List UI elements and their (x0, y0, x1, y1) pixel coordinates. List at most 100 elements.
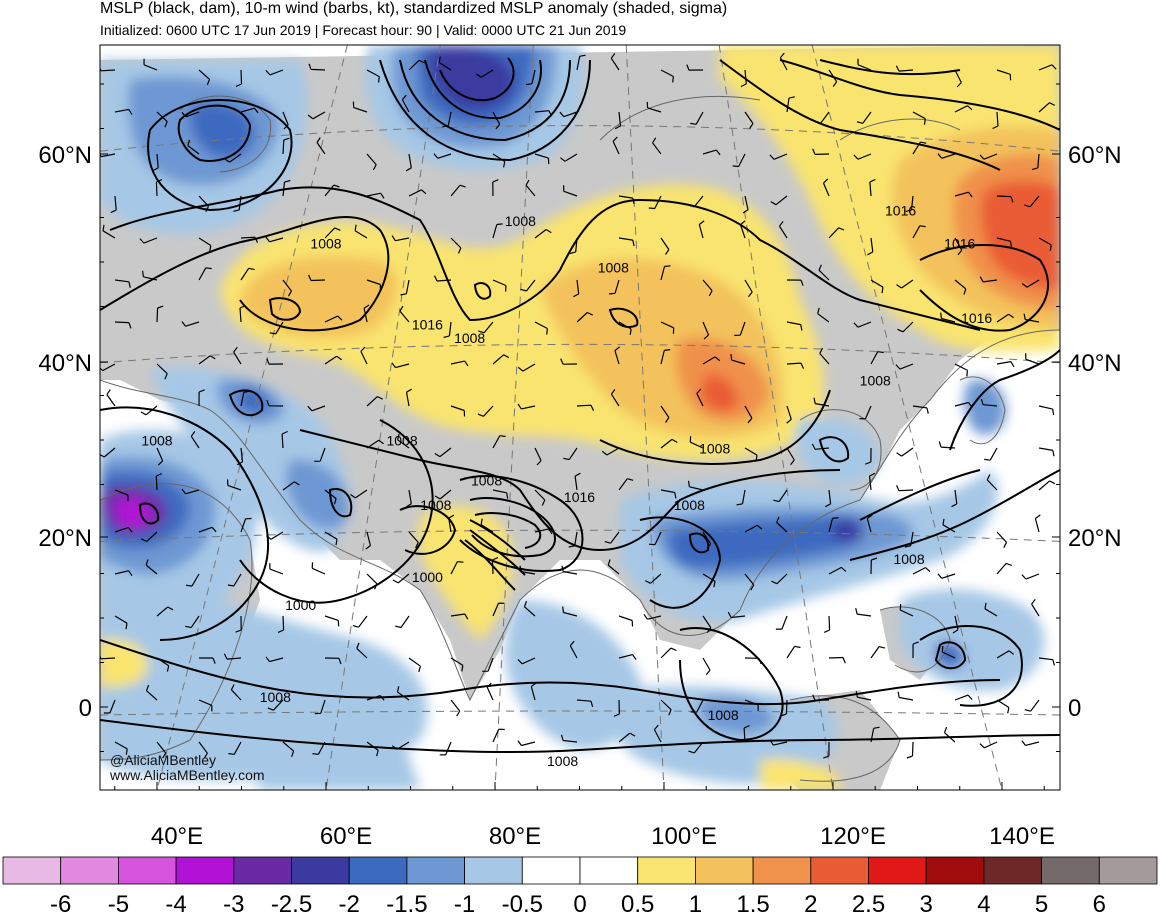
wind-barb (823, 615, 831, 633)
wind-barb (240, 267, 255, 281)
latitude-label: 0 (79, 695, 92, 722)
wind-barb (198, 526, 217, 533)
wind-barb (660, 69, 674, 83)
wind-barb (240, 390, 250, 407)
wind-barb (855, 608, 872, 617)
wind-barb (912, 225, 926, 239)
latitude-label: 20°N (38, 525, 92, 552)
latitude-label: 40°N (1068, 350, 1122, 377)
wind-barb (744, 447, 758, 462)
wind-barb (702, 279, 713, 297)
wind-barb (282, 279, 293, 297)
isobar-labels: 1008 1008 1008 1016 1016 1016 1008 1016 1008 1008… (141, 202, 992, 769)
colorbar-label: 1 (689, 891, 702, 913)
wind-barb (227, 573, 242, 587)
wind-barb (282, 179, 291, 197)
colorbar-label: 5 (1035, 891, 1048, 913)
wind-barb (1021, 573, 1040, 580)
wind-barb (114, 526, 133, 533)
wind-barb (938, 441, 956, 449)
wind-barb (1024, 195, 1040, 208)
credit-handle: @AliciaMBentley (110, 752, 216, 768)
colorbar-labels: -6 -5 -4 -3 -2.5 -2 -1.5 -1 -0.5 0 0.5 1 1.5 2 2.5 3 4 5 6 (50, 891, 1106, 913)
wind-barb (114, 108, 133, 115)
wind-barb (356, 642, 368, 659)
latitude-gridline (100, 343, 1060, 364)
wind-barb (198, 389, 205, 407)
wind-barb (114, 489, 129, 502)
wind-barb (233, 195, 242, 212)
wind-barb (986, 474, 998, 491)
wind-barb (740, 69, 747, 88)
chart-subtitle: Initialized: 0600 UTC 17 Jun 2019 | Fore… (100, 22, 627, 38)
wind-barb (235, 69, 243, 87)
wind-barb (281, 430, 288, 449)
wind-barb (814, 111, 830, 124)
wind-barb (648, 531, 662, 546)
colorbar-swatch (118, 856, 177, 885)
wind-barb (324, 355, 342, 365)
wind-barb (612, 136, 620, 155)
wind-barb (660, 699, 672, 716)
wind-barb (702, 149, 721, 156)
wind-barb (486, 682, 494, 701)
isobar-label: 1008 (893, 551, 924, 567)
wind-barb (618, 478, 634, 491)
wind-barb (266, 399, 284, 407)
wind-barb (450, 360, 469, 367)
wind-barb (660, 237, 670, 255)
wind-barb (492, 354, 510, 365)
longitude-gridline (625, 45, 665, 790)
wind-barb (224, 153, 242, 163)
wind-barb (942, 518, 956, 533)
wind-barb (114, 321, 132, 329)
wind-barb (698, 220, 705, 239)
colorbar-label: 0 (573, 891, 586, 913)
wind-barb (491, 557, 499, 575)
wind-barb (282, 481, 300, 491)
wind-barb (308, 63, 326, 71)
wind-barb (519, 565, 536, 575)
wind-barb (450, 405, 466, 417)
wind-barb (688, 741, 704, 754)
wind-barb (269, 321, 284, 335)
wind-barb (100, 447, 116, 458)
colorbar-label: 0.5 (621, 891, 654, 913)
wind-barb (307, 405, 326, 412)
isobar-label: 1008 (674, 497, 705, 513)
wind-barb (660, 647, 677, 659)
wind-barb (618, 732, 636, 743)
wind-barb (870, 726, 880, 743)
wind-barb (100, 655, 116, 660)
wind-barb (744, 111, 754, 129)
wind-barb (739, 220, 746, 239)
wind-barb (690, 699, 704, 713)
wind-barb (1021, 740, 1040, 746)
wind-barb (324, 315, 343, 323)
latitude-gridline (100, 529, 1060, 542)
wind-barb (114, 279, 131, 288)
latitude-label: 60°N (38, 142, 92, 169)
wind-barb (646, 101, 662, 113)
wind-barb (352, 615, 368, 628)
colorbar-swatch (464, 856, 523, 885)
wind-barb (818, 264, 830, 281)
wind-barb (702, 356, 721, 365)
wind-barb (744, 279, 753, 298)
latitude-label: 40°N (38, 350, 92, 377)
wind-barb (786, 279, 804, 286)
map-area: 1008 1008 1008 1016 1016 1016 1008 1016 1008 1008… (100, 45, 1060, 790)
wind-barb (773, 489, 788, 503)
wind-barb (392, 573, 410, 584)
coastlines (100, 95, 1060, 782)
isobar-label: 1008 (505, 213, 536, 229)
wind-barb (979, 741, 998, 749)
latitude-gridline (100, 710, 1060, 716)
isobar-label: 1008 (454, 330, 485, 346)
wind-barb (568, 531, 578, 548)
wind-barb (1031, 598, 1040, 617)
longitude-label: 60°E (320, 823, 372, 850)
wind-barb (569, 640, 578, 659)
wind-barb (324, 657, 342, 665)
wind-barb (660, 321, 675, 334)
